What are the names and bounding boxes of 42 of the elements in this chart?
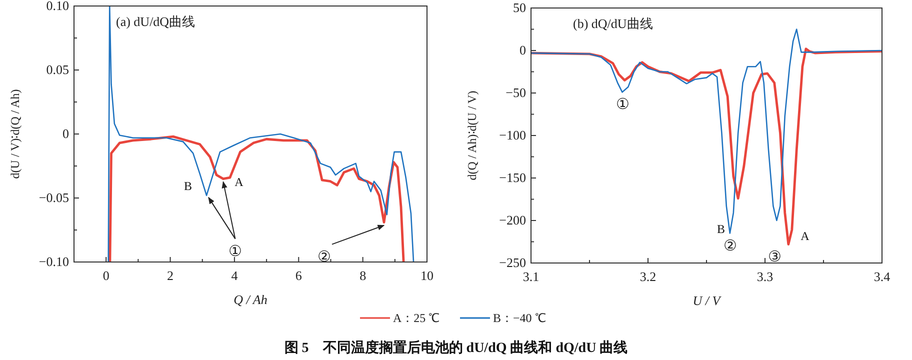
text: (b) dQ/dU曲线 (573, 16, 653, 31)
y-tick-label: −50 (506, 85, 526, 100)
text: (a) dU/dQ曲线 (116, 14, 196, 29)
x-tick-label: 0 (102, 268, 110, 283)
y-tick-label: −250 (499, 255, 526, 270)
legend-label: A：25 ℃ (393, 311, 440, 325)
y-tick-label: −200 (499, 212, 526, 228)
x-tick-label: 3.1 (522, 269, 540, 284)
y-tick-label: 50 (513, 0, 526, 15)
caption: 图 5 不同温度搁置后电池的 dU/dQ 曲线和 dQ/dU 曲线 (284, 339, 628, 356)
x-tick-label: 10 (420, 268, 434, 283)
annotation: ② (723, 238, 736, 254)
y-tick-label: 0.05 (46, 62, 69, 77)
y-tick-label: −100 (499, 128, 526, 142)
y-axis-title: d(Q / Ah)∶d(U / V) (465, 90, 479, 180)
x-tick-label: 4 (231, 268, 238, 283)
y-tick-label: −150 (499, 170, 526, 185)
x-axis-title: U / V (692, 293, 722, 308)
annotation: B (184, 179, 192, 193)
annotation: A (234, 175, 244, 189)
annotation: B (716, 222, 726, 236)
x-tick-label: 8 (360, 268, 366, 283)
x-tick-label: 3.3 (756, 269, 774, 284)
y-tick-label: 0.10 (46, 0, 69, 13)
x-tick-label: 2 (167, 268, 174, 283)
line-series (108, 135, 405, 262)
annotation: A (800, 229, 810, 243)
annotation: ① (616, 97, 629, 114)
annotation: ① (228, 244, 242, 260)
x-axis-title: Q / Ah (234, 292, 268, 307)
y-axis-title: d(U / V)∶d(Q / Ah) (8, 89, 22, 179)
x-tick-label: 3.2 (640, 269, 656, 284)
legend-label: B：−40 ℃ (493, 311, 546, 325)
y-tick-label: 0 (62, 126, 69, 141)
y-tick-label: −0.05 (38, 190, 69, 205)
annotation: ③ (768, 249, 781, 266)
x-tick-label: 3.4 (874, 269, 891, 284)
line-series (108, 6, 414, 262)
annotation: ② (318, 249, 330, 266)
y-tick-label: 0 (520, 42, 526, 58)
x-tick-label: 6 (295, 268, 302, 283)
y-tick-label: −0.10 (38, 254, 69, 269)
